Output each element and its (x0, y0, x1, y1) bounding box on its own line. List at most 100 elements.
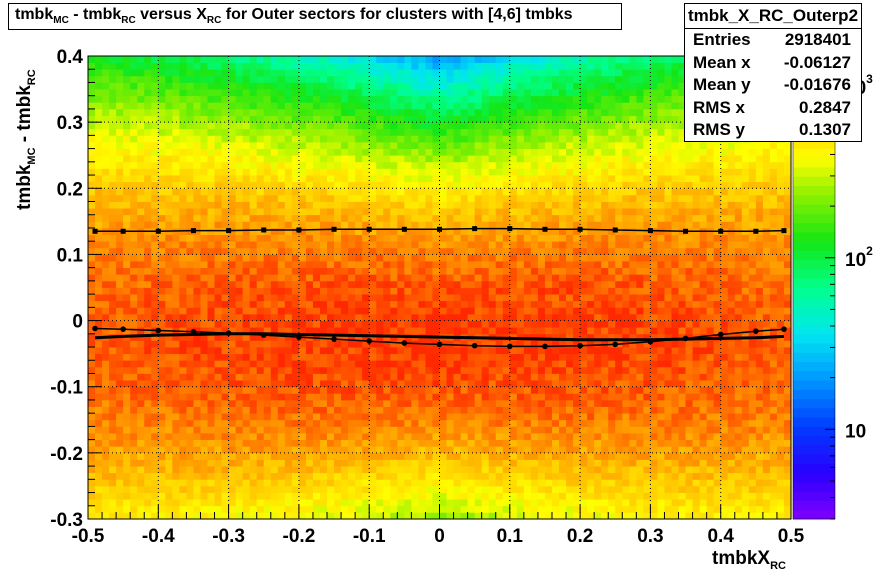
heatmap-cell (474, 347, 483, 355)
heatmap-cell (242, 406, 251, 414)
heatmap-cell (165, 433, 173, 441)
heatmap-cell (123, 95, 131, 103)
heatmap-cell (460, 267, 469, 275)
heatmap-cell (88, 512, 96, 520)
heatmap-cell (474, 505, 483, 513)
heatmap-cell (214, 472, 222, 480)
heatmap-cell (453, 148, 461, 156)
heatmap-cell (404, 234, 412, 242)
heatmap-cell (327, 168, 335, 176)
heatmap-cell (530, 141, 539, 149)
heatmap-cell (277, 128, 286, 136)
heatmap-cell (439, 360, 447, 368)
heatmap-cell (186, 274, 194, 282)
heatmap-cell (193, 69, 201, 77)
heatmap-cell (298, 194, 307, 202)
heatmap-cell (172, 294, 180, 302)
heatmap-cell (334, 75, 342, 83)
heatmap-cell (249, 108, 258, 116)
heatmap-cell (193, 360, 201, 368)
heatmap-cell (453, 380, 461, 388)
heatmap-cell (109, 75, 117, 83)
heatmap-cell (390, 294, 398, 302)
heatmap-cell (214, 512, 222, 520)
heatmap-cell (130, 214, 138, 222)
heatmap-cell (249, 241, 258, 249)
heatmap-cell (334, 267, 342, 275)
heatmap-cell (509, 280, 518, 288)
heatmap-cell (95, 221, 103, 229)
heatmap-cell (249, 122, 258, 130)
heatmap-cell (397, 95, 405, 103)
heatmap-cell (228, 287, 237, 295)
heatmap-cell (312, 485, 321, 493)
heatmap-cell (207, 56, 215, 64)
heatmap-cell (559, 194, 567, 202)
heatmap-cell (165, 380, 173, 388)
heatmap-cell (460, 274, 469, 282)
heatmap-cell (474, 75, 483, 83)
heatmap-cell (312, 353, 321, 361)
heatmap-cell (256, 294, 265, 302)
heatmap-cell (228, 452, 237, 460)
heatmap-cell (319, 512, 328, 520)
heatmap-cell (263, 175, 272, 183)
heatmap-cell (474, 89, 483, 97)
heatmap-cell (284, 221, 293, 229)
heatmap-cell (460, 214, 469, 222)
heatmap-cell (158, 261, 166, 269)
heatmap-cell (193, 261, 201, 269)
heatmap-cell (488, 327, 497, 335)
heatmap-cell (277, 95, 286, 103)
heatmap-cell (172, 274, 180, 282)
heatmap-cell (179, 188, 187, 196)
heatmap-cell (305, 426, 314, 434)
heatmap-cell (453, 89, 461, 97)
heatmap-cell (383, 254, 391, 262)
heatmap-cell (312, 386, 321, 394)
heatmap-cell (544, 360, 553, 368)
heatmap-cell (559, 168, 567, 176)
heatmap-cell (348, 175, 356, 183)
heatmap-cell (207, 426, 215, 434)
heatmap-cell (165, 102, 173, 110)
heatmap-cell (481, 102, 490, 110)
heatmap-cell (544, 499, 553, 507)
heatmap-cell (439, 254, 447, 262)
heatmap-cell (376, 194, 384, 202)
heatmap-cell (348, 102, 356, 110)
heatmap-cell (242, 320, 251, 328)
heatmap-cell (277, 201, 286, 209)
heatmap-cell (221, 274, 229, 282)
heatmap-cell (291, 380, 300, 388)
heatmap-cell (376, 300, 384, 308)
heatmap-cell (158, 333, 166, 341)
heatmap-cell (397, 155, 405, 163)
heatmap-cell (523, 188, 532, 196)
heatmap-cell (425, 313, 433, 321)
heatmap-cell (242, 333, 251, 341)
heatmap-cell (390, 161, 398, 169)
heatmap-cell (130, 366, 138, 374)
heatmap-cell (291, 360, 300, 368)
heatmap-cell (425, 287, 433, 295)
heatmap-cell (277, 62, 286, 70)
heatmap-cell (439, 247, 447, 255)
heatmap-cell (151, 188, 159, 196)
heatmap-cell (334, 201, 342, 209)
heatmap-cell (425, 472, 433, 480)
heatmap-cell (376, 294, 384, 302)
heatmap-cell (109, 280, 117, 288)
heatmap-cell (355, 380, 363, 388)
heatmap-cell (312, 479, 321, 487)
heatmap-cell (573, 426, 581, 434)
heatmap-cell (530, 393, 539, 401)
heatmap-cell (193, 247, 201, 255)
heatmap-cell (516, 108, 525, 116)
heatmap-cell (523, 340, 532, 348)
heatmap-cell (566, 300, 574, 308)
heatmap-cell (411, 327, 419, 335)
heatmap-cell (228, 433, 237, 441)
heatmap-cell (355, 175, 363, 183)
heatmap-cell (495, 459, 504, 467)
